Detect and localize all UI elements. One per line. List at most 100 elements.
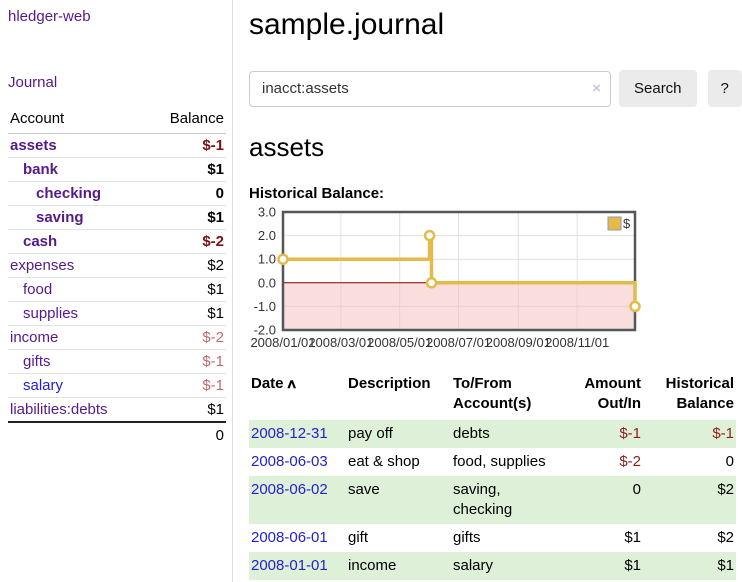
- account-link-liabilities-debts[interactable]: liabilities:debts: [10, 401, 108, 418]
- account-row: cash $-2: [8, 229, 226, 254]
- account-balance: $1: [146, 157, 226, 182]
- svg-text:2008/07/01: 2008/07/01: [426, 335, 491, 350]
- balance-column-header: Balance: [146, 106, 226, 134]
- sidebar-item-journal[interactable]: Journal: [8, 74, 58, 91]
- help-button[interactable]: ?: [707, 70, 742, 107]
- register-table: Date ∧ Description To/From Account(s) Amo…: [249, 372, 736, 580]
- search-input[interactable]: [249, 70, 611, 107]
- account-balance: $-2: [146, 325, 226, 350]
- svg-text:-2.0: -2.0: [254, 323, 276, 338]
- transaction-accounts: debts: [451, 420, 569, 448]
- transaction-description: gift: [348, 529, 369, 546]
- transaction-row: 2008-06-01 gift gifts $1 $2: [249, 524, 736, 552]
- historical-balance-chart: 3.0 2.0 1.0 0.0 -1.0 -2.02008/01/012008/03/01…: [250, 205, 641, 350]
- account-link-salary[interactable]: salary: [23, 377, 64, 394]
- account-balance: $1: [146, 277, 226, 302]
- account-balance: $-1: [146, 349, 226, 374]
- account-link-food[interactable]: food: [23, 281, 53, 298]
- transaction-description: save: [346, 476, 451, 524]
- transaction-balance: $-1: [643, 420, 736, 448]
- transaction-row: 2008-01-01 income salary $1 $1: [249, 552, 736, 580]
- transaction-balance: $1: [643, 552, 736, 580]
- svg-text:2.0: 2.0: [258, 228, 276, 243]
- account-row: supplies $1: [8, 301, 226, 326]
- account-row: assets $-1: [8, 133, 226, 158]
- account-balance: $-1: [146, 373, 226, 398]
- transaction-description: income: [346, 552, 451, 580]
- account-balance: $1: [146, 301, 226, 326]
- transaction-description: pay off: [346, 420, 451, 448]
- transaction-amount: $1: [624, 529, 641, 546]
- accounts-column-header: To/From Account(s): [453, 375, 532, 412]
- account-balance: 0: [146, 181, 226, 206]
- svg-text:2008/05/01: 2008/05/01: [367, 335, 432, 350]
- transaction-accounts: salary: [451, 552, 569, 580]
- transaction-accounts: saving, checking: [451, 476, 569, 524]
- svg-text:2008/03/01: 2008/03/01: [308, 335, 373, 350]
- account-row: expenses $2: [8, 253, 226, 278]
- search-button[interactable]: Search: [619, 70, 697, 107]
- transaction-date-link[interactable]: 2008-06-02: [251, 481, 328, 498]
- app-title-link[interactable]: hledger-web: [8, 8, 91, 25]
- account-row: bank $1: [8, 157, 226, 182]
- account-tree: Account Balance assets $-1 bank $1 checking 0…: [8, 106, 226, 448]
- transaction-date-link[interactable]: 2008-06-03: [251, 453, 328, 470]
- account-row: liabilities:debts $1: [8, 397, 226, 423]
- transaction-amount: $-2: [619, 453, 641, 470]
- account-link-bank[interactable]: bank: [23, 161, 59, 178]
- svg-text:2008/09/01: 2008/09/01: [486, 335, 551, 350]
- account-balance: $2: [146, 253, 226, 278]
- transaction-date-link[interactable]: 2008-01-01: [251, 557, 328, 574]
- transaction-description: eat & shop: [348, 453, 420, 470]
- account-link-income[interactable]: income: [10, 329, 59, 346]
- amount-column-header: Amount Out/In: [584, 375, 641, 412]
- transaction-amount: 0: [569, 476, 643, 524]
- spacer: [8, 421, 147, 448]
- account-heading: assets: [249, 132, 325, 162]
- main-content: sample.journal × Search ? assets Histori…: [233, 0, 742, 582]
- chart-container: 3.0 2.0 1.0 0.0 -1.0 -2.0 2008/01/01 2008/03/01…: [249, 205, 742, 354]
- clear-search-icon[interactable]: ×: [592, 79, 601, 97]
- account-link-supplies[interactable]: supplies: [23, 305, 79, 322]
- transaction-accounts: gifts: [453, 529, 481, 546]
- account-link-assets[interactable]: assets: [10, 137, 57, 154]
- account-balance: $-2: [146, 229, 226, 254]
- account-row: saving $1: [8, 205, 226, 230]
- account-link-checking[interactable]: checking: [36, 185, 102, 202]
- legend-label: $: [623, 216, 631, 231]
- transaction-row: 2008-06-03 eat & shop food, supplies $-2 0: [249, 448, 736, 476]
- svg-text:2008/11/01: 2008/11/01: [545, 335, 609, 350]
- svg-text:3.0: 3.0: [258, 205, 276, 220]
- account-balance: $-1: [146, 133, 226, 158]
- account-row: income $-2: [8, 325, 226, 350]
- account-link-saving[interactable]: saving: [36, 209, 84, 226]
- transaction-date-link[interactable]: 2008-06-01: [251, 529, 328, 546]
- balance-column-header-main: Historical Balance: [665, 375, 734, 412]
- transaction-row: 2008-12-31 pay off debts $-1 $-1: [249, 420, 736, 448]
- transaction-row: 2008-06-02 save saving, checking 0 $2: [249, 476, 736, 524]
- chart-title: Historical Balance:: [249, 185, 385, 202]
- legend-swatch: [607, 216, 622, 231]
- description-column-header: Description: [348, 375, 431, 392]
- account-link-gifts[interactable]: gifts: [23, 353, 51, 370]
- sidebar: hledger-web Journal Account Balance asse…: [0, 0, 233, 582]
- transaction-amount: $1: [569, 552, 643, 580]
- account-balance: $1: [146, 397, 226, 423]
- transaction-accounts: food, supplies: [453, 453, 546, 470]
- account-link-cash[interactable]: cash: [23, 233, 58, 250]
- account-column-header: Account: [8, 106, 147, 134]
- account-total-row: 0: [8, 421, 226, 448]
- date-column-header[interactable]: Date ∧: [251, 375, 298, 392]
- transaction-balance: $2: [717, 529, 734, 546]
- transaction-date-link[interactable]: 2008-12-31: [251, 425, 328, 442]
- svg-text:1.0: 1.0: [258, 252, 276, 267]
- account-row: food $1: [8, 277, 226, 302]
- svg-text:0.0: 0.0: [258, 275, 276, 290]
- account-total-value: 0: [146, 421, 226, 448]
- transaction-amount: $-1: [569, 420, 643, 448]
- account-link-expenses[interactable]: expenses: [10, 257, 75, 274]
- register-header-row: Date ∧ Description To/From Account(s) Amo…: [249, 372, 736, 420]
- transaction-balance: 0: [725, 453, 734, 470]
- search-bar: × Search ?: [249, 70, 742, 107]
